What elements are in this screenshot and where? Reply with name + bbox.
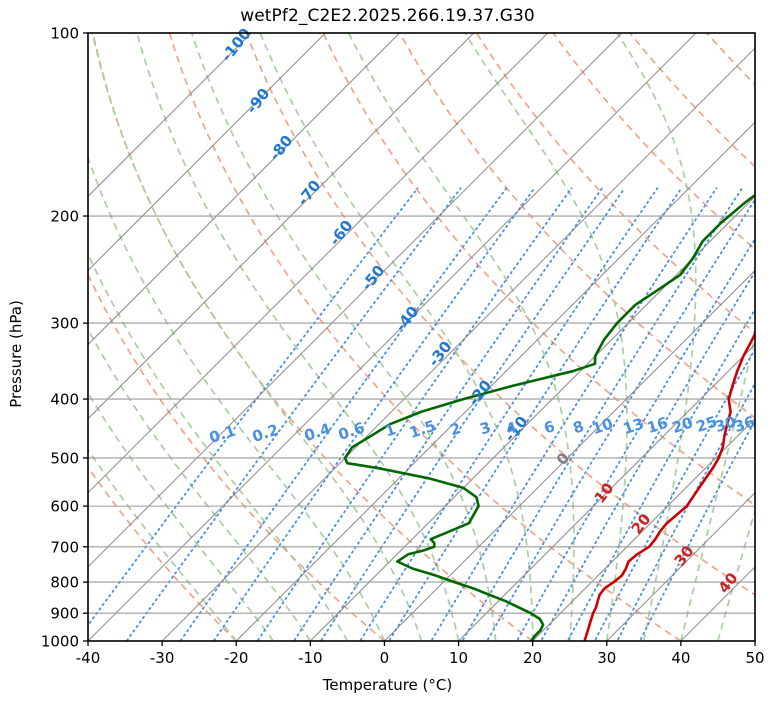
- svg-text:-10: -10: [298, 649, 323, 667]
- y-axis-label: Pressure (hPa): [0, 0, 34, 708]
- x-axis-label: Temperature (°C): [322, 676, 453, 694]
- svg-text:200: 200: [50, 208, 79, 226]
- mixing-ratio-lines: [88, 187, 755, 641]
- isobar-gridlines: [88, 33, 755, 641]
- svg-text:10: 10: [590, 414, 615, 438]
- svg-text:30: 30: [597, 649, 616, 667]
- svg-text:1000: 1000: [41, 633, 79, 651]
- svg-text:800: 800: [50, 574, 79, 592]
- svg-text:20: 20: [670, 413, 695, 437]
- svg-text:600: 600: [50, 498, 79, 516]
- svg-text:700: 700: [50, 538, 79, 556]
- plot-border: [87, 32, 756, 642]
- svg-text:16: 16: [645, 413, 670, 437]
- svg-text:30: 30: [713, 412, 738, 436]
- page-title: wetPf2_C2E2.2025.266.19.37.G30: [240, 6, 535, 26]
- svg-text:20: 20: [523, 649, 542, 667]
- svg-text:13: 13: [621, 414, 646, 438]
- y-axis-label-text: Pressure (hPa): [7, 300, 25, 408]
- svg-text:300: 300: [50, 315, 79, 333]
- svg-text:400: 400: [50, 391, 79, 409]
- isotherm-lines: [88, 33, 755, 641]
- svg-text:50: 50: [745, 649, 764, 667]
- svg-text:-30: -30: [150, 649, 175, 667]
- plot-background: [88, 33, 755, 641]
- svg-text:40: 40: [671, 649, 690, 667]
- svg-text:36: 36: [732, 412, 757, 436]
- svg-text:900: 900: [50, 605, 79, 623]
- svg-text:25: 25: [694, 412, 719, 436]
- svg-text:0: 0: [380, 649, 390, 667]
- svg-text:10: 10: [449, 649, 468, 667]
- svg-text:100: 100: [50, 25, 79, 43]
- svg-text:500: 500: [50, 449, 79, 467]
- svg-text:-20: -20: [224, 649, 249, 667]
- svg-text:-40: -40: [76, 649, 101, 667]
- profile-curves: [343, 193, 755, 641]
